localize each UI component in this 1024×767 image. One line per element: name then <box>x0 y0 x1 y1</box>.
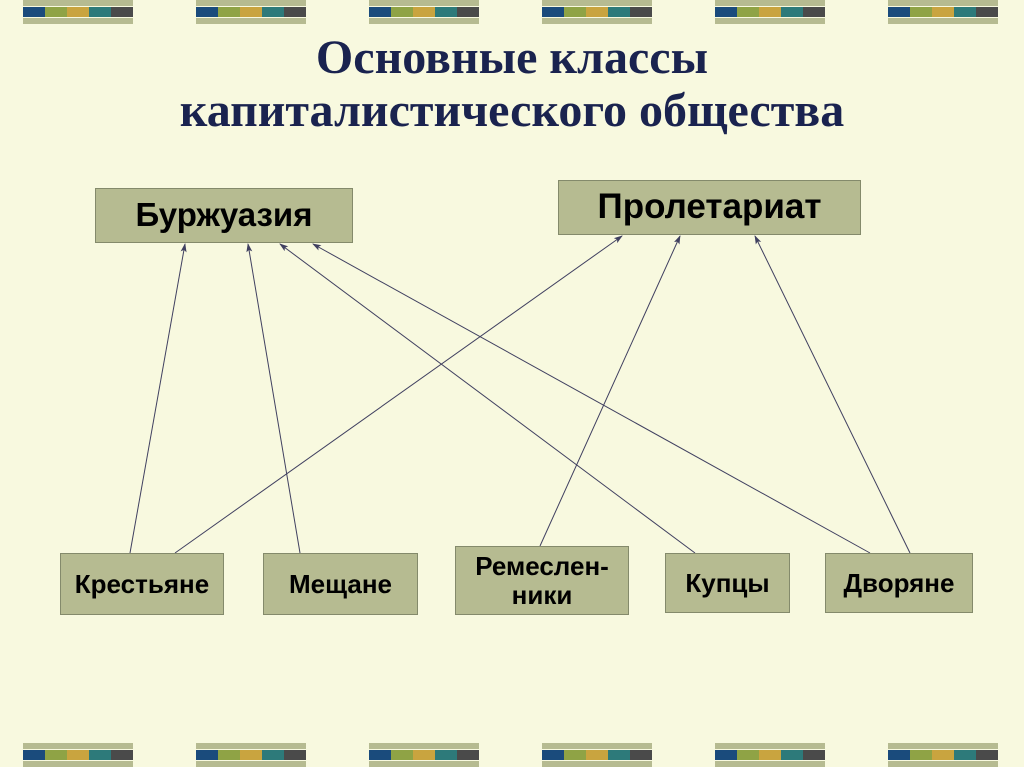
node-label: Дворяне <box>844 569 955 598</box>
node-label: Крестьяне <box>75 570 209 599</box>
edge-artisans-to-proletariat <box>540 236 680 546</box>
decor-strip <box>542 0 652 24</box>
decor-strip <box>888 743 998 767</box>
node-peasants: Крестьяне <box>60 553 224 615</box>
edge-nobles-to-proletariat <box>755 236 910 553</box>
decor-strip <box>715 0 825 24</box>
node-artisans: Ремеслен-ники <box>455 546 629 615</box>
edge-petty_bourgeois-to-bourgeoisie <box>248 244 300 553</box>
decor-strip <box>542 743 652 767</box>
decor-strip <box>715 743 825 767</box>
decor-strip <box>369 743 479 767</box>
node-bourgeoisie: Буржуазия <box>95 188 353 243</box>
slide-canvas: Основные классы капиталистического общес… <box>0 0 1024 767</box>
node-label: Буржуазия <box>136 197 313 233</box>
decor-strip <box>888 0 998 24</box>
node-merchants: Купцы <box>665 553 790 613</box>
node-petty-bourgeois: Мещане <box>263 553 418 615</box>
node-label: Мещане <box>289 570 392 599</box>
edge-merchants-to-bourgeoisie <box>280 244 695 553</box>
edge-nobles-to-bourgeoisie <box>313 244 870 553</box>
slide-title: Основные классы капиталистического общес… <box>0 32 1024 138</box>
edge-peasants-to-bourgeoisie <box>130 244 185 553</box>
decor-strip <box>196 0 306 24</box>
decor-strip <box>23 0 133 24</box>
decor-strip <box>369 0 479 24</box>
node-label: Пролетариат <box>598 188 822 227</box>
title-line-2: капиталистического общества <box>180 84 844 137</box>
decor-strip <box>196 743 306 767</box>
node-label: Ремеслен-ники <box>475 552 609 609</box>
node-nobles: Дворяне <box>825 553 973 613</box>
node-proletariat: Пролетариат <box>558 180 861 235</box>
node-label: Купцы <box>685 569 769 598</box>
edge-peasants-to-proletariat <box>175 236 622 553</box>
decor-strip <box>23 743 133 767</box>
title-line-1: Основные классы <box>316 31 708 84</box>
